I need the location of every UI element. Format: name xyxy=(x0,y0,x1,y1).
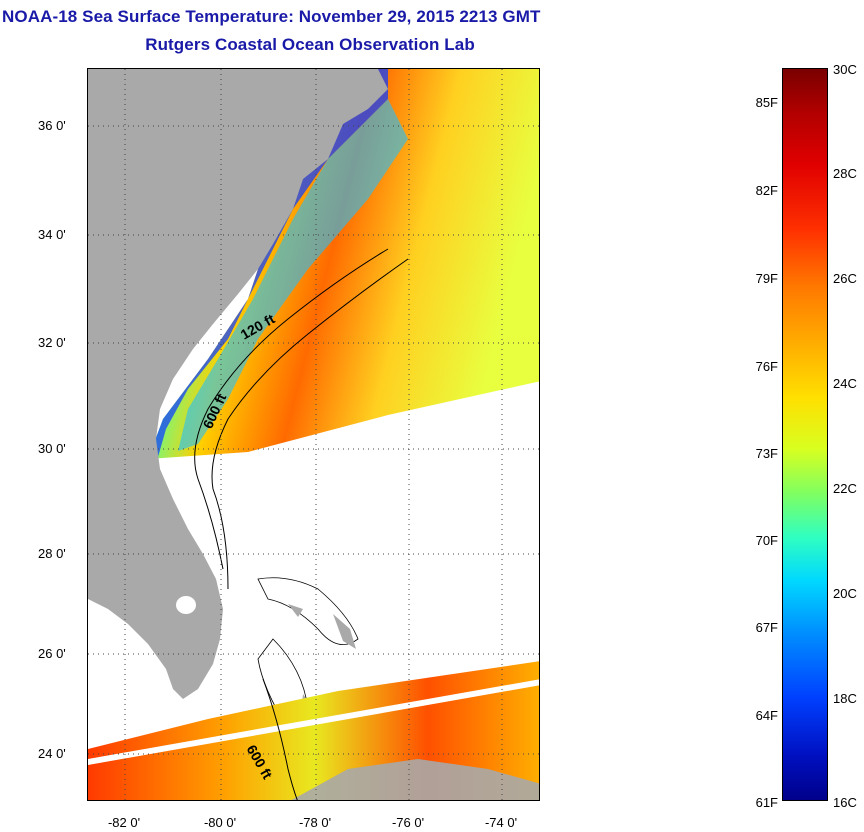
colorbar-f-85: 85F xyxy=(755,95,778,110)
contour-600ft-south xyxy=(262,678,298,800)
colorbar-f-70: 70F xyxy=(755,533,778,548)
lon-label-76: -76 0' xyxy=(391,815,425,830)
lake-okeechobee xyxy=(176,596,196,614)
colorbar-f-67: 67F xyxy=(755,620,778,635)
colorbar-f-64: 64F xyxy=(755,708,778,723)
cold-coastal-band xyxy=(148,69,388,459)
colorbar-f-73: 73F xyxy=(755,446,778,461)
lon-label-74: -74 0' xyxy=(484,815,518,830)
cuba-land xyxy=(291,759,539,800)
colorbar-c-22: 22C xyxy=(833,481,857,496)
colorbar-c-16: 16C xyxy=(833,795,857,810)
lon-label-82: -82 0' xyxy=(107,815,141,830)
lon-label-78: -78 0' xyxy=(298,815,332,830)
land-mass xyxy=(88,69,388,699)
lat-label-30: 30 0' xyxy=(38,441,66,456)
colorbar-f-76: 76F xyxy=(755,359,778,374)
colorbar-f-61: 61F xyxy=(755,795,778,810)
lat-label-34: 34 0' xyxy=(38,227,66,242)
temperature-colorbar xyxy=(782,68,828,801)
sst-map-svg: 120 ft 600 ft 600 ft xyxy=(88,69,539,800)
graticule xyxy=(88,69,539,800)
lat-label-26: 26 0' xyxy=(38,646,66,661)
sst-map: 120 ft 600 ft 600 ft xyxy=(87,68,540,801)
swath-gap-line xyxy=(88,679,539,765)
map-title: NOAA-18 Sea Surface Temperature: Novembe… xyxy=(2,7,541,26)
lat-label-36: 36 0' xyxy=(38,118,66,133)
lon-label-80: -80 0' xyxy=(203,815,237,830)
colorbar-c-20: 20C xyxy=(833,586,857,601)
contour-600ft xyxy=(211,258,409,590)
colorbar-c-30: 30C xyxy=(833,62,857,77)
colorbar-c-28: 28C xyxy=(833,166,857,181)
colorbar-f-82: 82F xyxy=(755,183,778,198)
colorbar-c-18: 18C xyxy=(833,691,857,706)
contour-120ft xyxy=(194,248,389,570)
colorbar-f-79: 79F xyxy=(755,271,778,286)
cool-nearshore-band xyxy=(178,99,408,451)
map-subtitle: Rutgers Coastal Ocean Observation Lab xyxy=(145,35,475,54)
lat-label-24: 24 0' xyxy=(38,746,66,761)
colorbar-c-26: 26C xyxy=(833,271,857,286)
lat-label-28: 28 0' xyxy=(38,546,66,561)
lat-label-32: 32 0' xyxy=(38,335,66,350)
colorbar-c-24: 24C xyxy=(833,376,857,391)
